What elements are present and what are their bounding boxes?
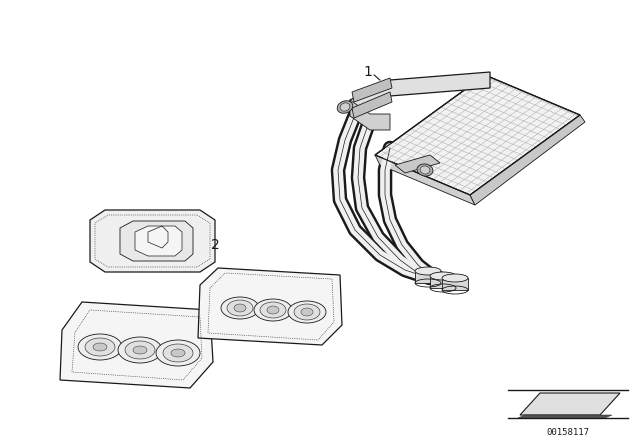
Polygon shape xyxy=(352,92,392,118)
Ellipse shape xyxy=(254,299,292,321)
Ellipse shape xyxy=(442,274,468,282)
Ellipse shape xyxy=(337,101,353,113)
Polygon shape xyxy=(395,155,440,173)
Text: 1: 1 xyxy=(364,65,372,79)
Ellipse shape xyxy=(78,334,122,360)
Ellipse shape xyxy=(288,301,326,323)
Ellipse shape xyxy=(417,164,433,176)
Ellipse shape xyxy=(221,297,259,319)
Ellipse shape xyxy=(171,349,185,357)
Ellipse shape xyxy=(260,302,286,318)
Polygon shape xyxy=(415,271,441,283)
Polygon shape xyxy=(442,278,468,290)
Ellipse shape xyxy=(430,272,456,280)
Polygon shape xyxy=(352,78,392,102)
Polygon shape xyxy=(135,226,182,256)
Ellipse shape xyxy=(301,308,313,316)
Polygon shape xyxy=(518,415,612,418)
Polygon shape xyxy=(198,268,342,345)
Ellipse shape xyxy=(125,341,155,359)
Ellipse shape xyxy=(156,340,200,366)
Polygon shape xyxy=(350,72,490,116)
Text: 00158117: 00158117 xyxy=(547,427,589,436)
Ellipse shape xyxy=(415,267,441,275)
Ellipse shape xyxy=(85,338,115,356)
Polygon shape xyxy=(90,210,215,272)
Ellipse shape xyxy=(340,103,350,111)
Polygon shape xyxy=(60,302,213,388)
Ellipse shape xyxy=(294,304,320,320)
Polygon shape xyxy=(520,393,620,415)
Text: 2: 2 xyxy=(211,238,220,252)
Polygon shape xyxy=(375,155,475,205)
Polygon shape xyxy=(430,276,456,288)
Ellipse shape xyxy=(93,343,107,351)
Polygon shape xyxy=(470,115,585,205)
Polygon shape xyxy=(375,75,580,195)
Ellipse shape xyxy=(133,346,147,354)
Polygon shape xyxy=(120,221,193,261)
Ellipse shape xyxy=(118,337,162,363)
Ellipse shape xyxy=(267,306,279,314)
Ellipse shape xyxy=(163,344,193,362)
Ellipse shape xyxy=(420,166,430,174)
Ellipse shape xyxy=(227,300,253,316)
Ellipse shape xyxy=(234,304,246,312)
Polygon shape xyxy=(350,100,390,130)
